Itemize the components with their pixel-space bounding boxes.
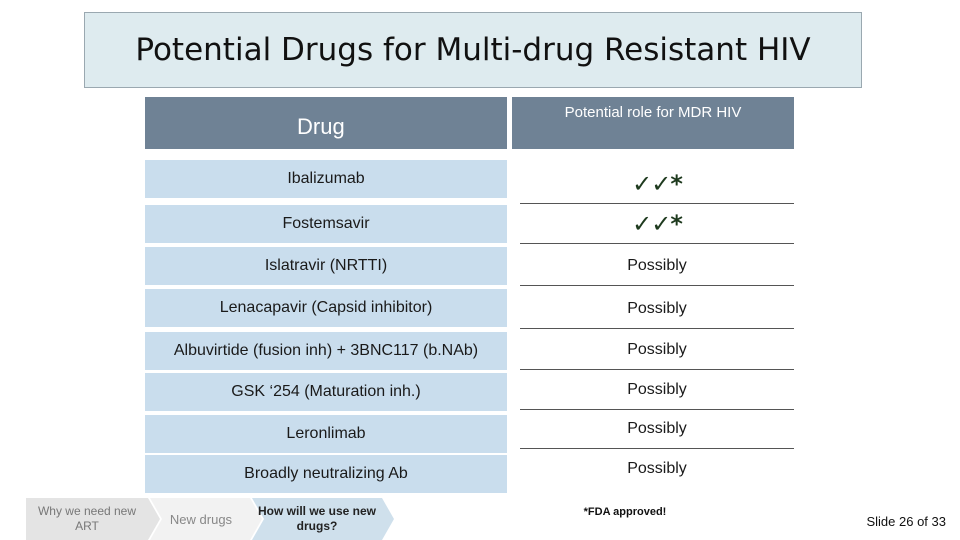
role-cell: Possibly xyxy=(627,460,687,477)
nav-arrow-2 xyxy=(150,498,262,540)
drug-cell: Fostemsavir xyxy=(145,205,507,243)
nav-step-how-use[interactable]: How will we use new drugs? xyxy=(257,504,377,533)
role-cell: Possibly xyxy=(520,330,794,370)
check-icon: ✓✓* xyxy=(632,169,683,198)
drug-cell: GSK ‘254 (Maturation inh.) xyxy=(145,373,507,411)
drug-cell: Islatravir (NRTTI) xyxy=(145,247,507,285)
drug-cell: Lenacapavir (Capsid inhibitor) xyxy=(145,289,507,327)
nav-step-why-new-art[interactable]: Why we need new ART xyxy=(37,504,137,533)
nav-step-new-drugs[interactable]: New drugs xyxy=(169,511,233,527)
table-header-drug: Drug xyxy=(145,97,507,149)
role-cell: Possibly xyxy=(520,289,794,329)
drug-cell: Leronlimab xyxy=(145,415,507,453)
nav-arrow-1 xyxy=(26,498,160,540)
nav-arrows-bar xyxy=(26,498,394,540)
header-drug-label: Drug xyxy=(297,114,345,139)
role-cell: ✓✓* xyxy=(520,164,794,204)
role-cell: Possibly xyxy=(520,370,794,410)
role-cell: Possibly xyxy=(520,409,794,449)
table-header-role: Potential role for MDR HIV xyxy=(512,97,794,149)
role-cell: ✓✓* xyxy=(520,204,794,244)
nav-arrow-3 xyxy=(252,498,394,540)
drug-cell: Ibalizumab xyxy=(145,160,507,198)
check-icon: ✓✓* xyxy=(632,209,683,238)
role-cell: Possibly xyxy=(520,246,794,286)
drug-cell: Broadly neutralizing Ab xyxy=(145,455,507,493)
drug-cell: Albuvirtide (fusion inh) + 3BNC117 (b.NA… xyxy=(145,332,507,370)
slide-number: Slide 26 of 33 xyxy=(866,514,946,529)
slide-title: Potential Drugs for Multi-drug Resistant… xyxy=(135,32,811,68)
fda-footnote: *FDA approved! xyxy=(583,506,667,518)
slide-title-box: Potential Drugs for Multi-drug Resistant… xyxy=(84,12,862,88)
